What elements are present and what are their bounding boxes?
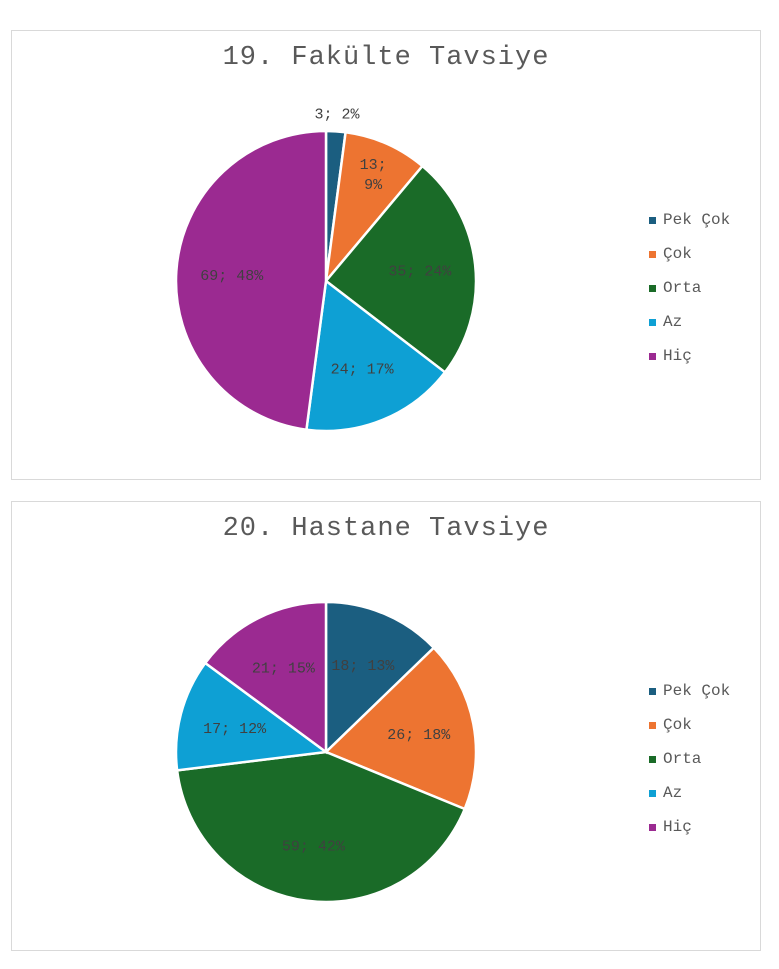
- slice-label-orta: 35; 24%: [388, 264, 452, 281]
- legend-item-orta: Orta: [649, 742, 730, 776]
- pie-slice-hic: [174, 129, 328, 432]
- legend-item-hic: Hiç: [649, 339, 730, 373]
- legend-swatch: [649, 789, 656, 797]
- legend-swatch: [649, 216, 656, 224]
- legend-label: Çok: [663, 245, 692, 263]
- legend-swatch: [649, 687, 656, 695]
- pie-slice-cok: [324, 130, 425, 286]
- legend-swatch: [649, 823, 656, 831]
- legend-label: Az: [663, 313, 683, 331]
- legend-label: Hiç: [663, 818, 692, 836]
- pie-slice-az: [174, 661, 330, 772]
- legend-swatch: [649, 318, 656, 326]
- legend-item-hic: Hiç: [649, 810, 730, 844]
- slice-label-pek-cok: 18; 13%: [331, 658, 395, 675]
- slice-label-hic: 69; 48%: [200, 268, 264, 285]
- legend-label: Az: [663, 784, 683, 802]
- legend-item-az: Az: [649, 305, 730, 339]
- legend: Pek Çok Çok Orta Az Hiç: [649, 203, 730, 373]
- slice-label-az: 24; 17%: [331, 361, 395, 378]
- legend-label: Çok: [663, 716, 692, 734]
- slice-label-cok: 26; 18%: [387, 727, 451, 744]
- slice-label-pek-cok: 3; 2%: [314, 106, 360, 123]
- legend-item-az: Az: [649, 776, 730, 810]
- pie-chart-faculty: 3; 2% 13; 9% 35; 24% 24; 17% 69; 48%: [174, 106, 478, 433]
- legend-swatch: [649, 284, 656, 292]
- slice-label-az: 17; 12%: [203, 721, 267, 738]
- chart-panel-faculty: 19. Fakülte Tavsiye 3; 2% 13; 9% 35; 24% 24;…: [11, 30, 761, 480]
- legend-swatch: [649, 352, 656, 360]
- legend-label: Hiç: [663, 347, 692, 365]
- slice-label-orta: 59; 42%: [282, 839, 346, 856]
- legend-label: Pek Çok: [663, 211, 731, 229]
- legend-label: Orta: [663, 279, 702, 297]
- legend-item-pek-cok: Pek Çok: [649, 674, 730, 708]
- legend-item-cok: Çok: [649, 237, 730, 271]
- legend-label: Orta: [663, 750, 702, 768]
- chart-panel-hospital: 20. Hastane Tavsiye 18; 13% 26; 18% 59; 42…: [11, 501, 761, 951]
- legend-swatch: [649, 755, 656, 763]
- legend: Pek Çok Çok Orta Az Hiç: [649, 674, 730, 844]
- legend-label: Pek Çok: [663, 682, 731, 700]
- pie-chart-hospital: 18; 13% 26; 18% 59; 42% 17; 12% 21; 15%: [174, 600, 478, 904]
- pie-slice-orta: [324, 164, 478, 375]
- pie-slice-az: [305, 278, 447, 433]
- legend-swatch: [649, 250, 656, 258]
- legend-swatch: [649, 721, 656, 729]
- chart-title: 19. Fakülte Tavsiye: [222, 43, 550, 73]
- pie-slice-orta: [175, 750, 467, 904]
- legend-item-pek-cok: Pek Çok: [649, 203, 730, 237]
- pie-slice-cok: [323, 645, 478, 811]
- pie-slice-hic: [203, 600, 328, 755]
- chart-title: 20. Hastane Tavsiye: [222, 514, 550, 544]
- slice-label-hic: 21; 15%: [252, 661, 316, 678]
- legend-item-cok: Çok: [649, 708, 730, 742]
- legend-item-orta: Orta: [649, 271, 730, 305]
- slice-label-cok: 13; 9%: [360, 157, 387, 194]
- pie-slice-pek-cok: [324, 600, 436, 755]
